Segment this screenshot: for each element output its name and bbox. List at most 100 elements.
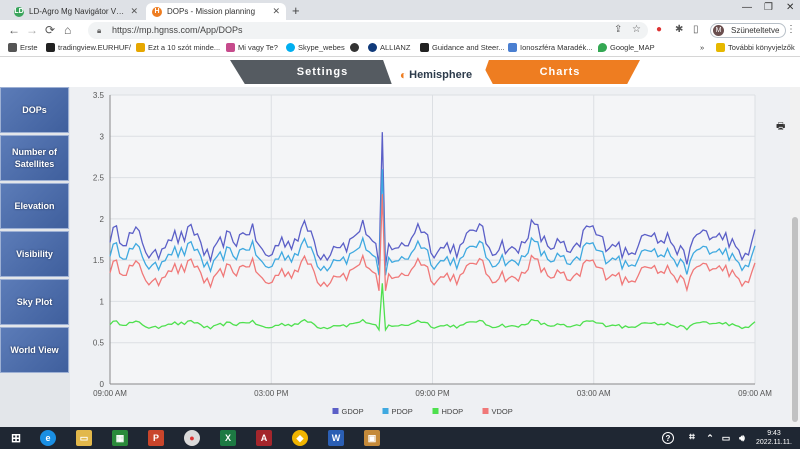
- bookmark-item[interactable]: tradingview.EURHUF/: [46, 43, 131, 52]
- windows-taskbar: ⊞ e ▭ ▦ P ● X A ◆ W ▣ ? ⌗ ⌃ ▭ 🔊︎ 9:43 20…: [0, 427, 800, 449]
- series-line-pdop: [109, 169, 756, 276]
- close-window-icon[interactable]: ✕: [786, 2, 795, 13]
- y-tick-label: 3: [100, 132, 105, 141]
- x-tick-label: 03:00 PM: [254, 389, 289, 398]
- sidebar-item-label: World View: [10, 345, 59, 355]
- tab-close-icon[interactable]: ✕: [272, 6, 280, 16]
- minimize-icon[interactable]: —: [742, 2, 752, 13]
- forward-icon[interactable]: →: [26, 23, 38, 37]
- more-bookmarks-icon[interactable]: »: [700, 43, 705, 52]
- bookmarks-bar: Erste tradingview.EURHUF/ Ezt a 10 szót …: [0, 41, 800, 57]
- charts-tab[interactable]: Charts: [480, 60, 640, 84]
- browser-tab-bar: LD LD-Agro Mg Navigátor V2 szerv... ✕ H …: [0, 0, 800, 20]
- battery-icon[interactable]: ▭: [721, 433, 731, 443]
- print-icon[interactable]: 🖶︎: [776, 121, 786, 132]
- adblock-icon[interactable]: ●: [656, 24, 663, 35]
- bookmark-item[interactable]: Ezt a 10 szót minde...: [136, 43, 220, 52]
- sidebar-item-label: Sky Plot: [16, 297, 53, 307]
- sidebar-item-number-of-satellites[interactable]: Number of Satellites: [0, 135, 69, 181]
- word-icon[interactable]: W: [328, 430, 344, 446]
- reload-icon[interactable]: ⟳: [45, 23, 56, 37]
- profile-button[interactable]: M Szüneteltetve: [710, 23, 787, 38]
- extensions-icon[interactable]: ✱: [675, 24, 684, 35]
- bookmark-item[interactable]: Erste: [8, 43, 38, 52]
- bookmark-item[interactable]: ALLIANZ: [368, 43, 410, 52]
- bookmark-icon: [226, 43, 235, 52]
- y-tick-label: 2.5: [93, 174, 105, 183]
- excel-icon[interactable]: X: [220, 430, 236, 446]
- tray-chevron-icon[interactable]: ⌃: [706, 433, 714, 443]
- dop-line-chart: 0 0.5 1 1.5 2 2.5 3 3.5 09:00 AM 03:00 PM 09:00 PM…: [93, 91, 772, 416]
- legend-swatch: [482, 408, 489, 414]
- new-tab-icon[interactable]: +: [292, 3, 300, 18]
- sidepanel-icon[interactable]: ▯: [693, 24, 699, 35]
- chart-icon: [508, 43, 517, 52]
- bookmark-item[interactable]: Guidance and Steer...: [420, 43, 505, 52]
- adobe-icon: [420, 43, 429, 52]
- bookmark-item[interactable]: Google_MAP: [598, 43, 655, 52]
- maximize-icon[interactable]: ❐: [764, 2, 773, 13]
- tradingview-icon: [46, 43, 55, 52]
- powerpoint-icon[interactable]: P: [148, 430, 164, 446]
- scrollbar-thumb[interactable]: [792, 217, 798, 422]
- app-header: Settings Charts ◐ Hemisphere: [0, 57, 800, 93]
- volume-icon[interactable]: 🔊︎: [739, 433, 745, 443]
- address-bar[interactable]: 🔒︎ https://mp.hgnss.com/App/DOPs: [88, 22, 648, 39]
- gear-icon: [8, 43, 17, 52]
- tab-ld-agro[interactable]: LD LD-Agro Mg Navigátor V2 szerv... ✕: [8, 3, 144, 20]
- sidebar-item-label: Elevation: [14, 201, 55, 211]
- sidebar: DOPs Number of Satellites Elevation Visi…: [0, 87, 70, 427]
- bookmark-item[interactable]: [350, 43, 362, 52]
- bookmark-item[interactable]: Skype_webes: [286, 43, 345, 52]
- windows-start-icon[interactable]: ⊞: [10, 431, 22, 445]
- network-icon[interactable]: ⌗: [689, 432, 695, 443]
- y-tick-label: 3.5: [93, 91, 105, 100]
- bookmark-item[interactable]: Mi vagy Te?: [226, 43, 278, 52]
- tab-dops[interactable]: H DOPs - Mission planning ✕: [146, 3, 286, 20]
- logo-text: Hemisphere: [409, 69, 473, 81]
- app-icon[interactable]: ◆: [292, 430, 308, 446]
- x-tick-label: 09:00 AM: [738, 389, 772, 398]
- y-tick-label: 1: [100, 297, 105, 306]
- store-icon[interactable]: ▦: [112, 430, 128, 446]
- y-tick-label: 0.5: [93, 339, 105, 348]
- app-icon[interactable]: ▣: [364, 430, 380, 446]
- clock-date: 2022.11.11.: [756, 439, 792, 446]
- avatar: M: [713, 25, 724, 36]
- bookmark-icon: [136, 43, 145, 52]
- sidebar-item-world-view[interactable]: World View: [0, 327, 69, 373]
- sidebar-item-elevation[interactable]: Elevation: [0, 183, 69, 229]
- taskbar-clock[interactable]: 9:43 2022.11.11.: [752, 429, 796, 447]
- tab-title: DOPs - Mission planning: [167, 7, 256, 16]
- x-tick-label: 09:00 PM: [415, 389, 450, 398]
- lock-icon: 🔒︎: [97, 26, 102, 35]
- folder-icon: [716, 43, 725, 52]
- legend-swatch: [382, 408, 389, 414]
- y-tick-label: 1.5: [93, 256, 105, 265]
- tab-title: LD-Agro Mg Navigátor V2 szerv...: [29, 7, 127, 16]
- x-tick-label: 03:00 AM: [577, 389, 611, 398]
- page-scrollbar[interactable]: [790, 87, 800, 427]
- tab-favicon-icon: LD: [14, 6, 24, 17]
- bookmark-star-icon[interactable]: ☆: [632, 24, 641, 35]
- back-icon[interactable]: ←: [8, 23, 20, 37]
- series-line-hdop: [109, 283, 756, 332]
- settings-tab[interactable]: Settings: [230, 60, 415, 84]
- menu-dots-icon[interactable]: ⋮: [786, 24, 796, 35]
- map-pin-icon: [598, 43, 607, 52]
- access-icon[interactable]: A: [256, 430, 272, 446]
- browser-toolbar: ← → ⟳ ⌂ 🔒︎ https://mp.hgnss.com/App/DOPs…: [0, 20, 800, 41]
- share-icon[interactable]: ⇪: [614, 24, 623, 35]
- home-icon[interactable]: ⌂: [64, 23, 72, 37]
- legend-entry: HDOP: [442, 407, 464, 416]
- chrome-icon[interactable]: ●: [184, 430, 200, 446]
- file-explorer-icon[interactable]: ▭: [76, 430, 92, 446]
- sidebar-item-visibility[interactable]: Visibility: [0, 231, 69, 277]
- help-icon[interactable]: ?: [662, 432, 674, 444]
- bookmark-item[interactable]: Ionoszféra Maradék...: [508, 43, 593, 52]
- tab-close-icon[interactable]: ✕: [130, 6, 138, 16]
- sidebar-item-sky-plot[interactable]: Sky Plot: [0, 279, 69, 325]
- sidebar-item-dops[interactable]: DOPs: [0, 87, 69, 133]
- bookmark-item[interactable]: További könyvjelzők: [716, 43, 795, 52]
- ie-icon[interactable]: e: [40, 430, 56, 446]
